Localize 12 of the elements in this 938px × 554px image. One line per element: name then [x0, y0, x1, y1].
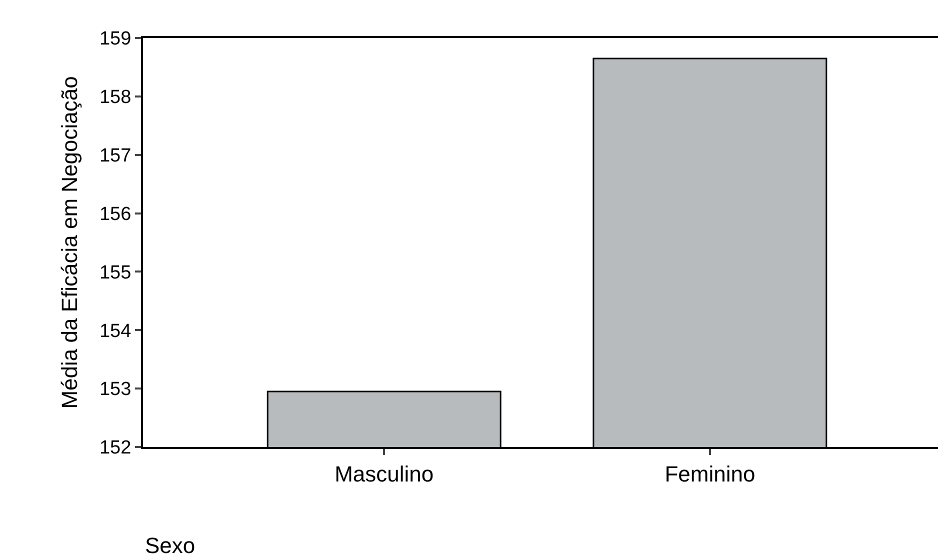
y-tick-label: 152 [99, 438, 132, 459]
y-tick-label: 157 [99, 146, 132, 167]
x-tick-label: Feminino [664, 461, 756, 486]
x-tick-label: Masculino [334, 461, 434, 486]
y-tick-label: 153 [99, 379, 132, 400]
y-axis-title: Média da Eficácia em Negociação [56, 76, 82, 409]
y-tick-label: 158 [99, 87, 132, 108]
y-tick-label: 155 [99, 262, 132, 284]
y-tick-label: 156 [99, 204, 132, 225]
y-tick-label: 159 [99, 28, 132, 50]
y-tick-label: 154 [99, 320, 132, 342]
x-axis-title: Sexo [145, 533, 196, 554]
